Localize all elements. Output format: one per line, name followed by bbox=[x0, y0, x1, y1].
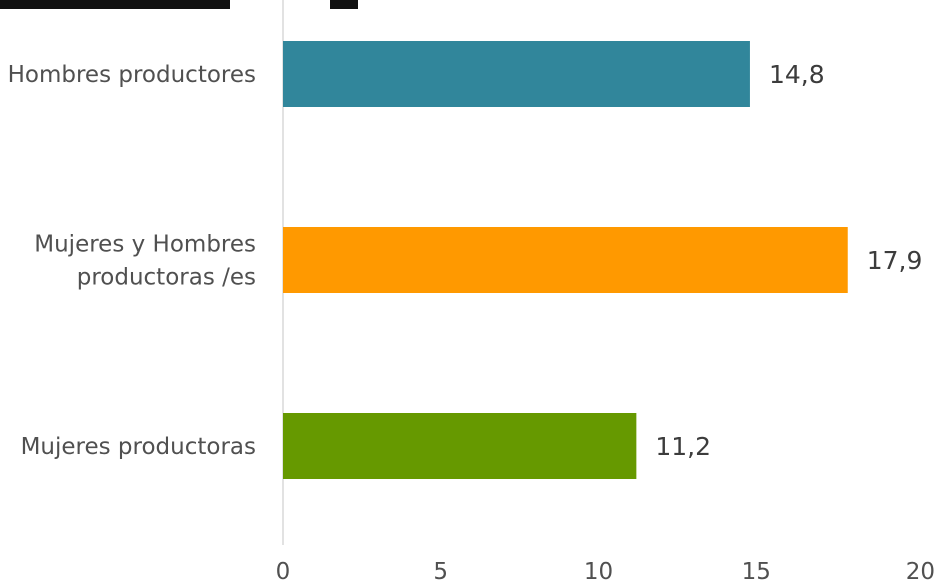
category-label-3: Mujeres productoras bbox=[21, 434, 256, 460]
cropped-title-fragment-left bbox=[0, 0, 230, 9]
cropped-title-fragment-right bbox=[330, 0, 358, 9]
bar-1 bbox=[283, 41, 750, 107]
category-labels-group: Hombres productores Mujeres y Hombres prod… bbox=[8, 62, 256, 460]
bar-3 bbox=[283, 413, 637, 479]
x-tick-label-15: 15 bbox=[742, 559, 771, 582]
category-label-2-line-1: Mujeres y Hombres bbox=[34, 232, 256, 258]
value-label-2: 17,9 bbox=[867, 246, 923, 275]
x-tick-label-10: 10 bbox=[584, 559, 613, 582]
category-label-1: Hombres productores bbox=[8, 62, 256, 88]
bar-2 bbox=[283, 227, 848, 293]
value-labels-group: 14,8 17,9 11,2 bbox=[655, 60, 922, 461]
x-tick-label-5: 5 bbox=[433, 559, 448, 582]
x-tick-label-0: 0 bbox=[276, 559, 291, 582]
value-label-3: 11,2 bbox=[655, 432, 711, 461]
x-tick-labels-group: 0 5 10 15 20 bbox=[276, 559, 935, 582]
x-tick-label-20: 20 bbox=[906, 559, 935, 582]
bars-group bbox=[283, 41, 848, 479]
value-label-1: 14,8 bbox=[769, 60, 825, 89]
category-label-2-line-2: productoras /es bbox=[77, 265, 256, 291]
